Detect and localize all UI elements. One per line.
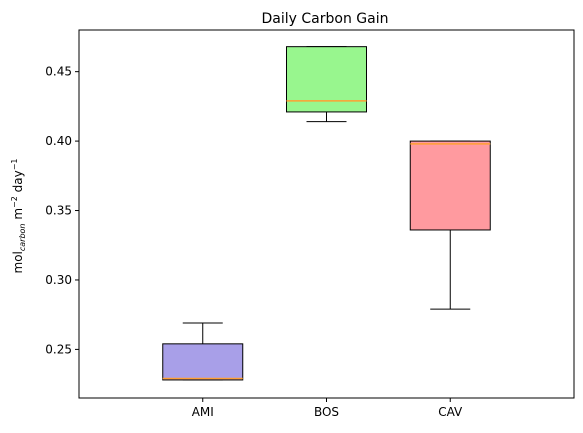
y-tick-label: 0.40 [45,134,72,148]
y-tick-label: 0.30 [45,273,72,287]
x-tick-label-cav: CAV [438,405,463,419]
y-tick-label: 0.25 [45,342,72,356]
y-axis-label-sup1: −2 [10,196,19,208]
y-tick-label: 0.35 [45,204,72,218]
y-axis-label-sup2: −1 [10,158,19,170]
y-axis-label-sub: carbon [18,223,27,251]
y-tick-label: 0.45 [45,65,72,79]
x-tick-label-ami: AMI [192,405,214,419]
box-bos [286,46,367,113]
x-tick-label-bos: BOS [314,405,339,419]
chart-title: Daily Carbon Gain [262,11,389,27]
y-axis-label-mid: m [11,208,25,224]
plot-area: 0.25 0.30 0.35 0.40 0.45 AMI BOS CAV [45,29,575,419]
y-axis-label-end: day [11,170,25,196]
y-axis-label-base: mol [11,251,25,273]
box-cav [409,140,491,231]
y-axis-label: molcarbon m−2 day−1 [10,158,27,273]
box-ami [162,343,244,381]
